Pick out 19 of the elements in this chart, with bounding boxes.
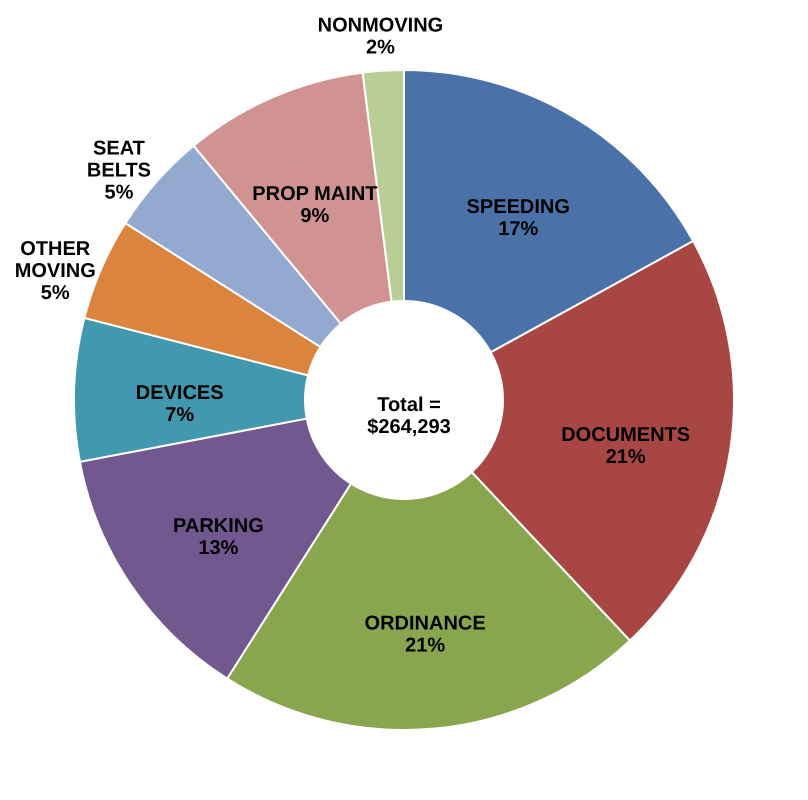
slice-label: PROP MAINT	[252, 183, 378, 206]
data-label: 21%	[405, 634, 446, 656]
data-label: 5%	[104, 182, 134, 204]
slice-label: NONMOVING	[318, 14, 444, 37]
slice-label: DEVICES	[136, 382, 224, 404]
slice-label: OTHER MOVING	[14, 238, 96, 282]
slice-label: ORDINANCE	[364, 612, 486, 634]
slice-label: PARKING	[173, 515, 264, 538]
text: Total = $264,293	[367, 394, 451, 438]
data-label: 13%	[198, 537, 239, 560]
data-label: 7%	[165, 404, 194, 426]
data-label: 2%	[366, 36, 396, 59]
data-label: 9%	[300, 205, 330, 228]
slice-label: SEAT BELTS	[86, 138, 151, 182]
data-label: 5%	[40, 282, 70, 304]
data-label: 21%	[606, 446, 646, 468]
slice-label: SPEEDING	[466, 196, 570, 218]
data-label: 17%	[498, 218, 538, 240]
slice-label: DOCUMENTS	[561, 424, 690, 446]
